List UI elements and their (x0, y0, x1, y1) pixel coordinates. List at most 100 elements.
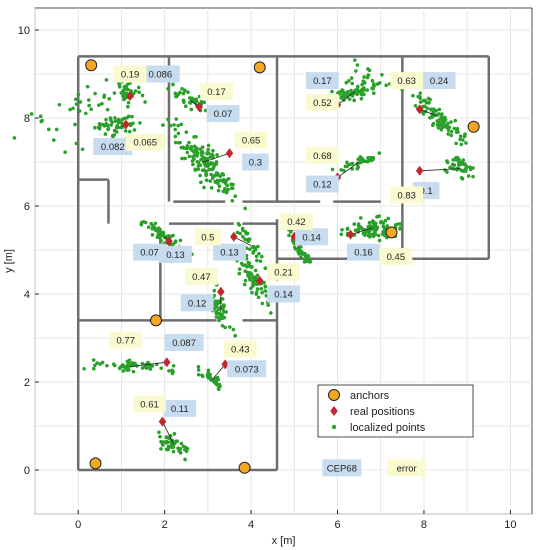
localized-point (126, 104, 130, 109)
localized-point (93, 91, 97, 96)
error-label-bg (267, 263, 300, 281)
real-position-marker (225, 148, 234, 159)
localized-point (117, 85, 122, 89)
localized-point (243, 269, 248, 273)
localized-point (452, 163, 457, 167)
localized-point (140, 366, 145, 370)
localized-point (352, 98, 356, 103)
localized-point (251, 280, 255, 284)
y-tick-label: 4 (24, 289, 30, 301)
cep68-label-bg (93, 138, 133, 156)
localized-point (171, 82, 175, 87)
localized-point (350, 81, 355, 86)
real-position-marker (126, 91, 134, 101)
error-label: 0.65 (234, 131, 268, 149)
localized-point (471, 174, 475, 179)
real-positions (122, 91, 424, 427)
localized-point (93, 125, 97, 130)
localized-point (254, 254, 259, 259)
localized-point (143, 100, 147, 104)
localized-point (127, 129, 132, 134)
localized-point (217, 383, 221, 388)
localized-point (100, 101, 104, 106)
anchor-marker (467, 120, 480, 133)
real-position-marker (255, 275, 264, 286)
localized-point (184, 130, 189, 134)
localized-point (345, 164, 349, 169)
real-position-marker (158, 416, 167, 427)
localized-point (355, 84, 360, 89)
localized-point (454, 127, 459, 132)
error-label-text: 0.52 (313, 98, 332, 109)
localized-point (161, 123, 165, 127)
cep68-label: 0.07 (133, 243, 166, 261)
localized-point (377, 151, 382, 155)
anchor-marker (85, 59, 98, 72)
error-label: 0.21 (267, 263, 300, 281)
localized-point (365, 88, 370, 92)
localized-point (91, 358, 96, 362)
error-label-text: 0.17 (207, 87, 226, 98)
localized-point (353, 58, 357, 62)
localized-point (97, 122, 102, 126)
anchor-marker (385, 226, 398, 239)
localized-point (439, 114, 444, 119)
localized-point (235, 230, 240, 235)
localized-point (221, 189, 226, 194)
localized-point (422, 104, 427, 109)
localized-point (140, 361, 145, 366)
localized-point (349, 76, 354, 80)
localized-point (223, 187, 227, 191)
localized-point (418, 91, 423, 95)
error-label: 0.065 (125, 133, 165, 151)
localized-point (158, 434, 162, 439)
error-label-text: 0.5 (201, 232, 214, 243)
localized-point (176, 131, 181, 136)
localized-point (187, 154, 192, 159)
localized-point (263, 266, 268, 271)
cep68-label-text: 0.16 (354, 248, 373, 259)
localized-cluster (161, 117, 248, 211)
localized-point (437, 107, 442, 112)
localized-cluster (12, 102, 88, 154)
localized-point (80, 147, 85, 152)
localized-point (112, 91, 117, 95)
localized-point (221, 177, 226, 182)
error-label-text: 0.65 (242, 136, 261, 147)
localized-point (259, 286, 264, 291)
localized-cluster (210, 283, 238, 338)
localized-point (449, 120, 453, 124)
error-label: 0.19 (113, 65, 147, 83)
error-label-text: 0.77 (117, 336, 136, 347)
localized-point (368, 224, 373, 228)
localized-point (216, 181, 220, 186)
real-position-marker (165, 236, 173, 247)
cep68-label: 0.24 (422, 72, 456, 90)
localized-point (123, 96, 127, 101)
localized-point (213, 303, 217, 307)
localized-point (349, 162, 354, 166)
localized-point (241, 234, 245, 239)
localized-point (203, 163, 208, 167)
localized-point (215, 153, 219, 157)
localized-point (449, 129, 454, 134)
cep68-label-text: 0.07 (214, 109, 233, 120)
localized-point (255, 273, 260, 278)
cep68-label-bg (267, 285, 300, 303)
error-lines (121, 91, 461, 444)
cep68-label-text: 0.14 (302, 232, 321, 243)
localized-point (173, 127, 178, 132)
localized-point (125, 366, 130, 371)
cep68-label-bg (227, 360, 267, 378)
localized-point (87, 103, 91, 108)
localized-point (222, 315, 227, 320)
localized-point (237, 223, 242, 227)
localized-point (213, 299, 218, 304)
localized-point (355, 163, 360, 168)
localized-point (140, 93, 145, 98)
localized-point (446, 132, 451, 136)
localized-point (132, 128, 137, 132)
cep68-label: 0.087 (164, 333, 204, 351)
localized-cluster (443, 155, 475, 181)
localized-point (345, 90, 350, 94)
